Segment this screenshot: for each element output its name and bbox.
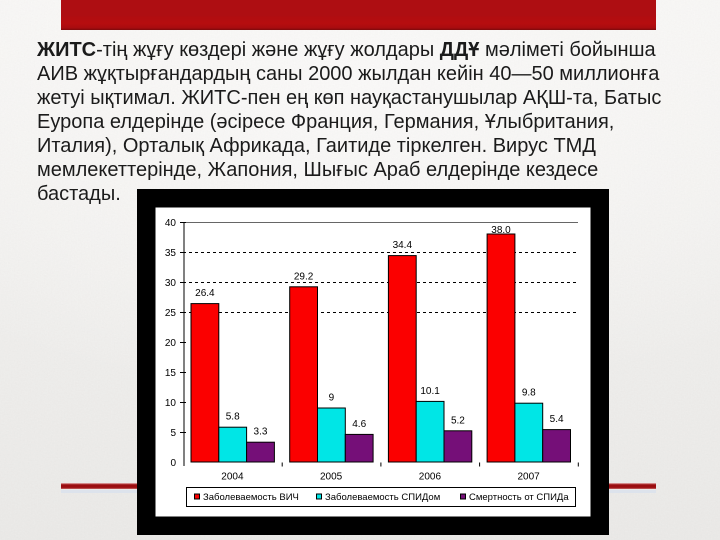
svg-text:26.4: 26.4 — [195, 288, 215, 299]
svg-text:34.4: 34.4 — [393, 240, 413, 251]
svg-text:10.1: 10.1 — [420, 386, 440, 397]
svg-text:5.8: 5.8 — [226, 412, 240, 423]
svg-text:0: 0 — [170, 458, 176, 469]
svg-text:20: 20 — [165, 338, 177, 349]
svg-text:4.6: 4.6 — [352, 419, 366, 430]
svg-text:30: 30 — [165, 278, 177, 289]
svg-text:5.4: 5.4 — [550, 414, 564, 425]
svg-text:5: 5 — [170, 428, 176, 439]
svg-text:Смертность от СПИДа: Смертность от СПИДа — [469, 492, 569, 503]
svg-text:2004: 2004 — [221, 472, 244, 483]
svg-text:2006: 2006 — [419, 472, 442, 483]
svg-text:25: 25 — [165, 308, 177, 319]
svg-text:5.2: 5.2 — [451, 415, 465, 426]
svg-text:9: 9 — [329, 393, 335, 404]
svg-text:40: 40 — [165, 218, 177, 229]
svg-text:15: 15 — [165, 368, 177, 379]
svg-text:2005: 2005 — [320, 472, 343, 483]
svg-text:3.3: 3.3 — [254, 427, 268, 438]
svg-text:2007: 2007 — [517, 472, 540, 483]
svg-text:29.2: 29.2 — [294, 271, 314, 282]
svg-text:Заболеваемость СПИДом: Заболеваемость СПИДом — [325, 492, 440, 503]
svg-text:35: 35 — [165, 248, 177, 259]
svg-text:10: 10 — [165, 398, 177, 409]
svg-text:9.8: 9.8 — [522, 388, 536, 399]
svg-text:38.0: 38.0 — [491, 225, 511, 236]
svg-text:Заболеваемость ВИЧ: Заболеваемость ВИЧ — [203, 492, 299, 503]
